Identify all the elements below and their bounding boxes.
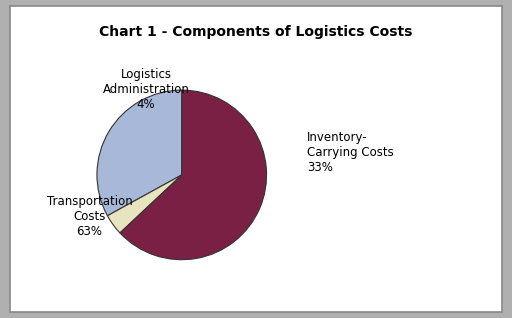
Wedge shape (97, 90, 182, 216)
Wedge shape (108, 175, 182, 233)
Text: Logistics
Administration
4%: Logistics Administration 4% (102, 67, 189, 111)
Text: Inventory-
Carrying Costs
33%: Inventory- Carrying Costs 33% (307, 131, 394, 174)
Text: Transportation
Costs
63%: Transportation Costs 63% (47, 195, 133, 238)
Text: Chart 1 - Components of Logistics Costs: Chart 1 - Components of Logistics Costs (99, 25, 413, 39)
Wedge shape (120, 90, 267, 260)
